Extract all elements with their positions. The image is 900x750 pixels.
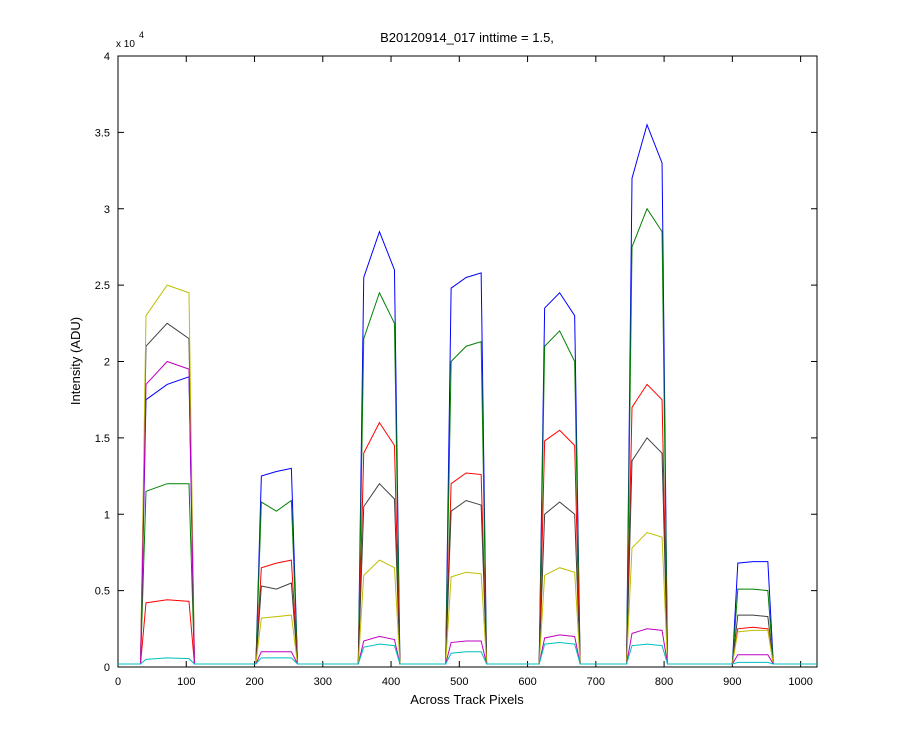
x-tick-label: 300 xyxy=(314,676,332,688)
y-tick-label: 3 xyxy=(104,204,110,216)
chart-title: B20120914_017 inttime = 1.5, xyxy=(380,30,554,45)
x-tick-label: 400 xyxy=(382,676,400,688)
x-tick-label: 1000 xyxy=(788,676,812,688)
x-tick-label: 800 xyxy=(655,676,673,688)
x-tick-label: 500 xyxy=(450,676,468,688)
y-axis-label: Intensity (ADU) xyxy=(68,317,83,405)
axes-box xyxy=(117,55,818,668)
x-tick-label: 200 xyxy=(245,676,263,688)
x-axis-label: Across Track Pixels xyxy=(410,692,524,707)
x-tick-label: 0 xyxy=(115,676,121,688)
y-tick-label: 3.5 xyxy=(95,127,110,139)
y-tick-label: 1 xyxy=(104,509,110,521)
x-tick-label: 900 xyxy=(723,676,741,688)
x-tick-label: 100 xyxy=(177,676,195,688)
y-multiplier: x 10 xyxy=(116,39,135,50)
y-multiplier-exponent: 4 xyxy=(139,30,144,40)
y-tick-label: 0.5 xyxy=(95,586,110,598)
data-line xyxy=(118,642,817,665)
y-tick-label: 2.5 xyxy=(95,280,110,292)
y-tick-label: 0 xyxy=(104,662,110,674)
x-tick-label: 700 xyxy=(587,676,605,688)
y-tick-label: 1.5 xyxy=(95,433,110,445)
y-tick-label: 2 xyxy=(104,357,110,369)
y-tick-label: 4 xyxy=(104,51,110,63)
plot-area: 0 100 200 300 400 500 600 700 800 900 1000 0 0.5 1 1.5… xyxy=(95,51,818,688)
x-tick-label: 600 xyxy=(518,676,536,688)
